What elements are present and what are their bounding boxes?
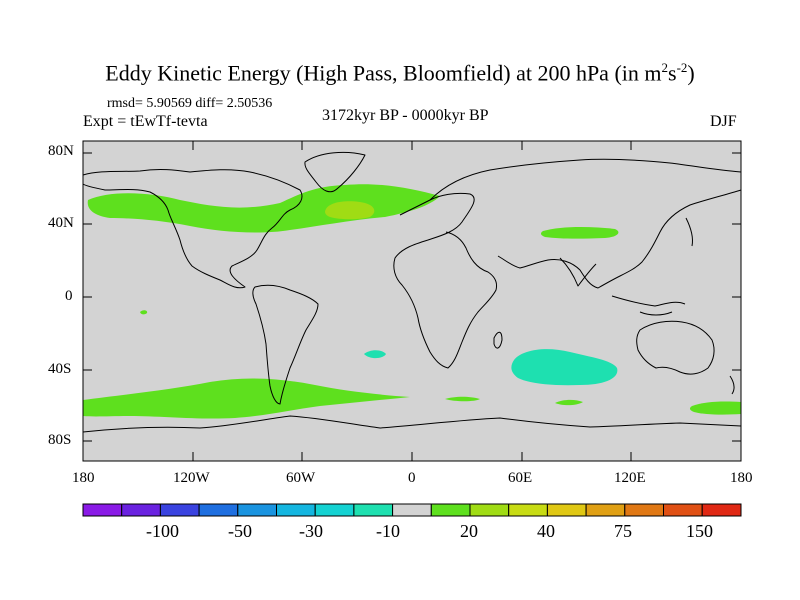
atlantic-negative <box>364 350 386 359</box>
lat-ticks <box>83 152 741 442</box>
south-atlantic-small <box>445 396 480 402</box>
title-sup-1: 2 <box>661 60 669 75</box>
lon-label-60e: 60E <box>508 470 533 486</box>
coast-antarctica <box>82 415 742 433</box>
indian-ocean-small <box>555 399 583 406</box>
coast-eurasia <box>429 158 742 289</box>
colorbar-box-0 <box>82 503 123 517</box>
coast-new-zealand <box>729 375 735 395</box>
coast-north-america <box>82 168 303 289</box>
colorbar-box-10 <box>469 503 510 517</box>
colorbar-label-2: -30 <box>299 521 323 541</box>
colorbar-box-8 <box>392 503 432 517</box>
lat-label-40s: 40S <box>48 361 72 377</box>
colorbar-box-1 <box>121 503 161 517</box>
lat-label-80s: 80S <box>48 432 72 448</box>
colorbar-box-13 <box>585 503 626 517</box>
colorbar-box-6 <box>314 503 355 517</box>
stats-line: rmsd= 5.90569 diff= 2.50536 <box>107 96 273 111</box>
lon-ticks <box>82 141 742 461</box>
colorbar-box-4 <box>237 503 278 517</box>
lat-label-40n: 40N <box>48 215 74 231</box>
colorbar-label-6: 75 <box>614 521 632 541</box>
colorbar-box-3 <box>198 503 239 517</box>
colorbar-label-3: -10 <box>376 521 400 541</box>
lat-label-80n: 80N <box>48 143 74 159</box>
colorbar-box-12 <box>546 503 587 517</box>
title-sup-2: -2 <box>676 60 688 75</box>
lon-label-180w: 180 <box>72 470 95 486</box>
colorbar-label-5: 40 <box>537 521 555 541</box>
lon-label-180e: 180 <box>730 470 753 486</box>
colorbar-box-15 <box>663 503 703 517</box>
anomaly-fields <box>83 184 741 419</box>
colorbar-box-16 <box>701 503 742 517</box>
season-label: DJF <box>710 113 737 130</box>
lon-label-120e: 120E <box>614 470 646 486</box>
colorbar-box-2 <box>159 503 200 517</box>
asia-positive <box>540 226 619 239</box>
indian-ocean-negative <box>511 349 618 386</box>
title-mid: s <box>668 60 677 86</box>
colorbar-box-7 <box>353 503 394 517</box>
coast-europe-africa <box>393 192 497 369</box>
coast-indonesia <box>611 295 686 316</box>
colorbar-label-4: 20 <box>460 521 478 541</box>
pacific-south-positive <box>689 401 741 415</box>
coast-greenland <box>304 151 366 193</box>
period-label: 3172kyr BP - 0000kyr BP <box>322 107 489 124</box>
coast-madagascar <box>493 331 503 349</box>
colorbar-box-11 <box>508 503 548 517</box>
nh-jet-positive <box>87 184 441 233</box>
lon-label-120w: 120W <box>173 470 210 486</box>
colorbar <box>82 503 742 517</box>
sh-jet-positive <box>83 378 410 419</box>
lat-label-0: 0 <box>65 288 73 304</box>
lon-label-0: 0 <box>408 470 416 486</box>
colorbar-label-7: 150 <box>686 521 713 541</box>
coastlines <box>82 151 742 433</box>
colorbar-box-14 <box>624 503 664 517</box>
coast-japan <box>685 217 693 247</box>
coast-india <box>559 257 597 287</box>
colorbar-label-1: -50 <box>228 521 252 541</box>
colorbar-box-9 <box>430 503 471 517</box>
title-close: ) <box>687 60 695 86</box>
experiment-label: Expt = tEwTf-tevta <box>83 113 208 130</box>
pacific-dot <box>140 310 148 315</box>
lon-label-60w: 60W <box>286 470 316 486</box>
coast-australia <box>636 320 715 375</box>
nh-jet-core <box>325 201 375 220</box>
coast-south-america <box>252 284 319 405</box>
plot-title: Eddy Kinetic Energy (High Pass, Bloomfie… <box>0 60 800 86</box>
colorbar-box-5 <box>276 503 316 517</box>
title-text: Eddy Kinetic Energy (High Pass, Bloomfie… <box>105 60 662 86</box>
colorbar-label-0: -100 <box>146 521 179 541</box>
